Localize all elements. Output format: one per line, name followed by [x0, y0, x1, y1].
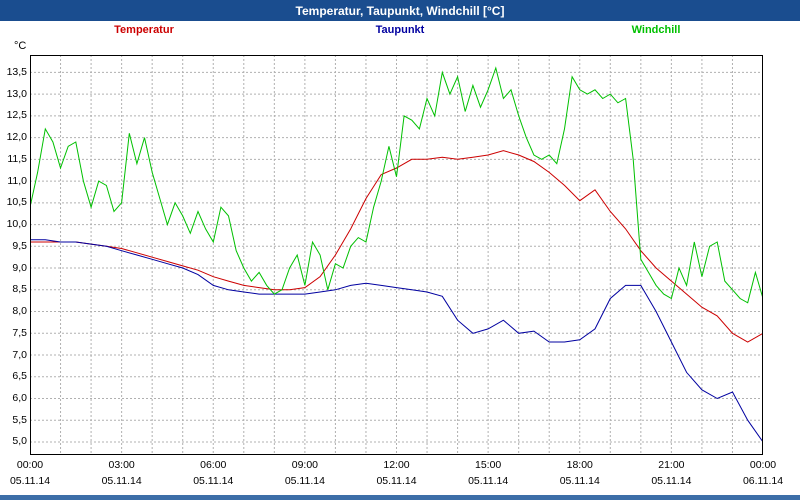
x-tick-time-label: 00:00: [749, 459, 777, 471]
bottom-border: [0, 495, 800, 500]
x-tick-date-label: 05.11.14: [559, 475, 600, 487]
x-tick-time-label: 09:00: [291, 459, 319, 471]
x-tick-date-label: 05.11.14: [468, 475, 509, 487]
x-tick-time-label: 03:00: [108, 459, 135, 471]
x-tick-date-label: 06.11.14: [742, 475, 784, 487]
y-tick-label: 9,5: [12, 239, 27, 252]
plot-canvas: [30, 55, 763, 455]
x-tick-date-label: 05.11.14: [376, 475, 417, 487]
legend-taupunkt: Taupunkt: [375, 24, 425, 36]
x-tick-time-label: 15:00: [474, 459, 502, 471]
y-tick-label: 5,0: [12, 435, 27, 448]
x-tick-time-label: 18:00: [566, 459, 593, 471]
titlebar: Temperatur, Taupunkt, Windchill [°C]: [0, 0, 800, 21]
y-tick-label: 6,0: [12, 391, 27, 404]
y-tick-label: 12,5: [6, 109, 27, 122]
x-tick-time-label: 21:00: [658, 459, 685, 471]
y-tick-label: 6,5: [12, 370, 27, 383]
y-tick-label: 11,5: [7, 152, 27, 165]
x-tick-date-label: 05.11.14: [284, 475, 325, 487]
y-tick-label: 7,5: [12, 326, 27, 339]
x-tick-date-label: 05.11.14: [9, 475, 51, 487]
y-tick-label: 7,0: [12, 348, 27, 361]
x-tick-date-label: 05.11.14: [101, 475, 142, 487]
y-tick-label: 13,0: [6, 87, 27, 100]
x-tick-date-label: 05.11.14: [651, 475, 692, 487]
window-title: Temperatur, Taupunkt, Windchill [°C]: [295, 3, 505, 18]
legend: Temperatur Taupunkt Windchill: [0, 24, 800, 38]
y-tick-label: 11,0: [7, 174, 27, 187]
y-tick-label: 13,5: [6, 65, 27, 78]
y-tick-label: 10,0: [6, 218, 27, 231]
legend-windchill: Windchill: [631, 24, 681, 36]
y-tick-label: 5,5: [12, 413, 27, 426]
x-tick-date-label: 05.11.14: [193, 475, 234, 487]
x-tick-time-label: 06:00: [200, 459, 227, 471]
y-tick-label: 12,0: [6, 131, 27, 144]
y-tick-label: 8,5: [12, 283, 27, 296]
y-axis-unit-label: °C: [14, 40, 27, 52]
y-tick-label: 8,0: [12, 305, 27, 318]
y-tick-label: 9,0: [12, 261, 27, 274]
y-tick-label: 10,5: [6, 196, 27, 209]
x-tick-time-label: 00:00: [16, 459, 44, 471]
x-tick-time-label: 12:00: [383, 459, 410, 471]
legend-temperatur: Temperatur: [114, 24, 174, 36]
